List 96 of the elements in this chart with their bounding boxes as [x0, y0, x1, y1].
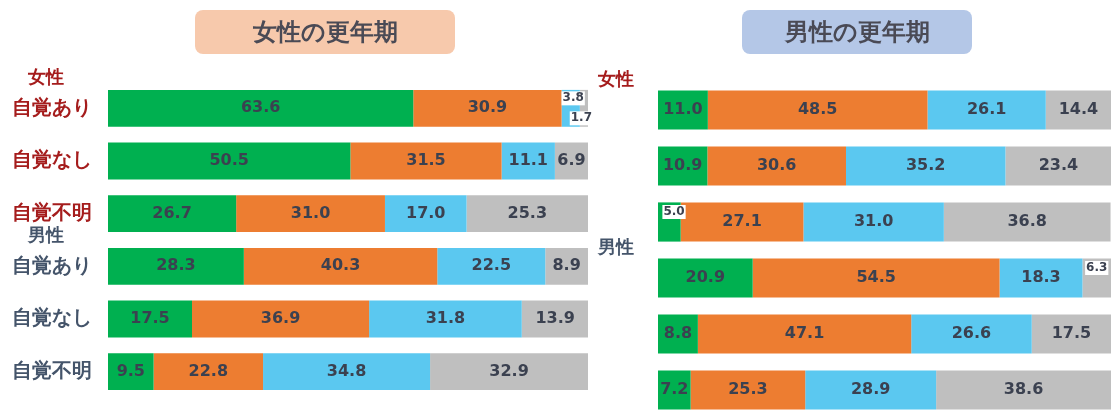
text: 男性 [27, 224, 64, 246]
y-tick-label: 自覚不明 [12, 357, 92, 382]
bar [943, 202, 1111, 242]
data-label: 28.3 [156, 255, 196, 275]
data-label: 25.3 [507, 202, 548, 222]
bar [752, 258, 1000, 298]
data-label: 54.5 [856, 267, 896, 287]
bar [243, 247, 438, 285]
data-label: 3.8 [562, 90, 584, 105]
data-label: 34.8 [326, 360, 367, 380]
bar [108, 89, 414, 127]
bar [437, 247, 546, 285]
bar [658, 370, 691, 410]
data-label: 8.8 [663, 323, 693, 343]
bar [263, 353, 431, 391]
bar [697, 314, 912, 354]
data-label: 26.6 [951, 323, 992, 343]
bar [690, 370, 806, 410]
data-label: 18.3 [1021, 267, 1061, 287]
data-label: 17.5 [130, 308, 170, 328]
bar [846, 146, 1006, 186]
chart-title: 男性の更年期 [742, 10, 972, 54]
data-label: 20.9 [685, 267, 726, 287]
data-label: 32.9 [489, 360, 529, 380]
text: 女性 [597, 67, 634, 89]
bar [999, 258, 1083, 298]
data-label: 8.9 [552, 255, 581, 275]
data-label: 36.9 [260, 308, 301, 328]
bar [236, 195, 385, 233]
bar [1031, 314, 1111, 354]
data-label: 22.8 [188, 360, 229, 380]
bar [153, 353, 264, 391]
bar [430, 353, 588, 391]
bar [384, 195, 467, 233]
y-tick-label: 自覚不明 [12, 199, 92, 224]
data-label: 27.1 [722, 211, 762, 231]
bar [927, 90, 1046, 130]
data-label: 5.0 [663, 204, 685, 219]
y-tick-label: 自覚なし [12, 305, 92, 330]
bar [413, 89, 562, 127]
data-label: 26.7 [152, 202, 192, 222]
data-label: 11.1 [508, 150, 548, 170]
data-label: 28.9 [850, 379, 891, 399]
data-label: 35.2 [905, 155, 946, 175]
data-label: 36.8 [1007, 211, 1047, 231]
data-label: 23.4 [1038, 155, 1079, 175]
bar [192, 300, 370, 338]
y-tick-label: 自覚あり [12, 252, 92, 277]
bar [936, 370, 1111, 410]
data-label: 25.3 [728, 379, 768, 399]
data-label: 31.0 [853, 211, 894, 231]
data-label: 63.6 [240, 97, 281, 117]
data-label: 31.5 [406, 150, 446, 170]
bar [350, 142, 502, 180]
data-label: 7.2 [660, 379, 689, 399]
data-label: 50.5 [209, 150, 249, 170]
data-label: 22.5 [471, 255, 512, 275]
bar [805, 370, 937, 410]
data-label: 1.7 [570, 110, 592, 125]
bar [108, 195, 237, 233]
data-label: 11.0 [663, 99, 703, 119]
bar [108, 247, 244, 285]
data-label: 9.5 [116, 360, 145, 380]
data-label: 14.4 [1058, 99, 1099, 119]
data-label: 47.1 [784, 323, 825, 343]
bar [911, 314, 1032, 354]
data-label: 30.9 [467, 97, 508, 117]
bar [1045, 90, 1111, 130]
data-label: 31.8 [425, 308, 466, 328]
bar [707, 146, 846, 186]
data-label: 17.5 [1051, 323, 1092, 343]
chart-title: 女性の更年期 [195, 10, 455, 54]
text: 女性 [27, 66, 64, 88]
bar [658, 90, 708, 130]
bar [707, 90, 928, 130]
data-label: 30.6 [756, 155, 797, 175]
bar [108, 142, 351, 180]
data-label: 48.5 [797, 99, 838, 119]
data-label: 13.9 [535, 308, 575, 328]
data-label: 26.1 [966, 99, 1007, 119]
bar [1005, 146, 1111, 186]
text: 男性 [597, 235, 634, 257]
data-label: 6.9 [557, 150, 586, 170]
data-label: 31.0 [290, 202, 331, 222]
data-label: 38.6 [1003, 379, 1044, 399]
bar [108, 300, 192, 338]
bar [466, 195, 588, 233]
bar [369, 300, 522, 338]
bar [658, 258, 753, 298]
y-tick-label: 自覚なし [12, 147, 92, 172]
bar [803, 202, 944, 242]
data-label: 6.3 [1086, 260, 1108, 275]
data-label: 17.0 [406, 202, 446, 222]
data-label: 10.9 [662, 155, 703, 175]
data-label: 40.3 [320, 255, 361, 275]
y-tick-label: 自覚あり [12, 94, 92, 119]
